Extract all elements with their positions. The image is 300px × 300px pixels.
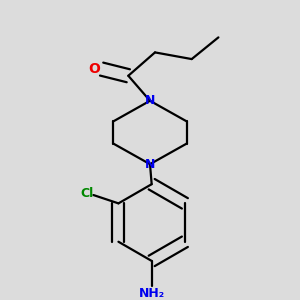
Text: N: N: [145, 158, 155, 171]
Text: NH₂: NH₂: [139, 287, 165, 300]
Text: Cl: Cl: [81, 187, 94, 200]
Text: O: O: [88, 62, 100, 76]
Text: N: N: [145, 94, 155, 107]
